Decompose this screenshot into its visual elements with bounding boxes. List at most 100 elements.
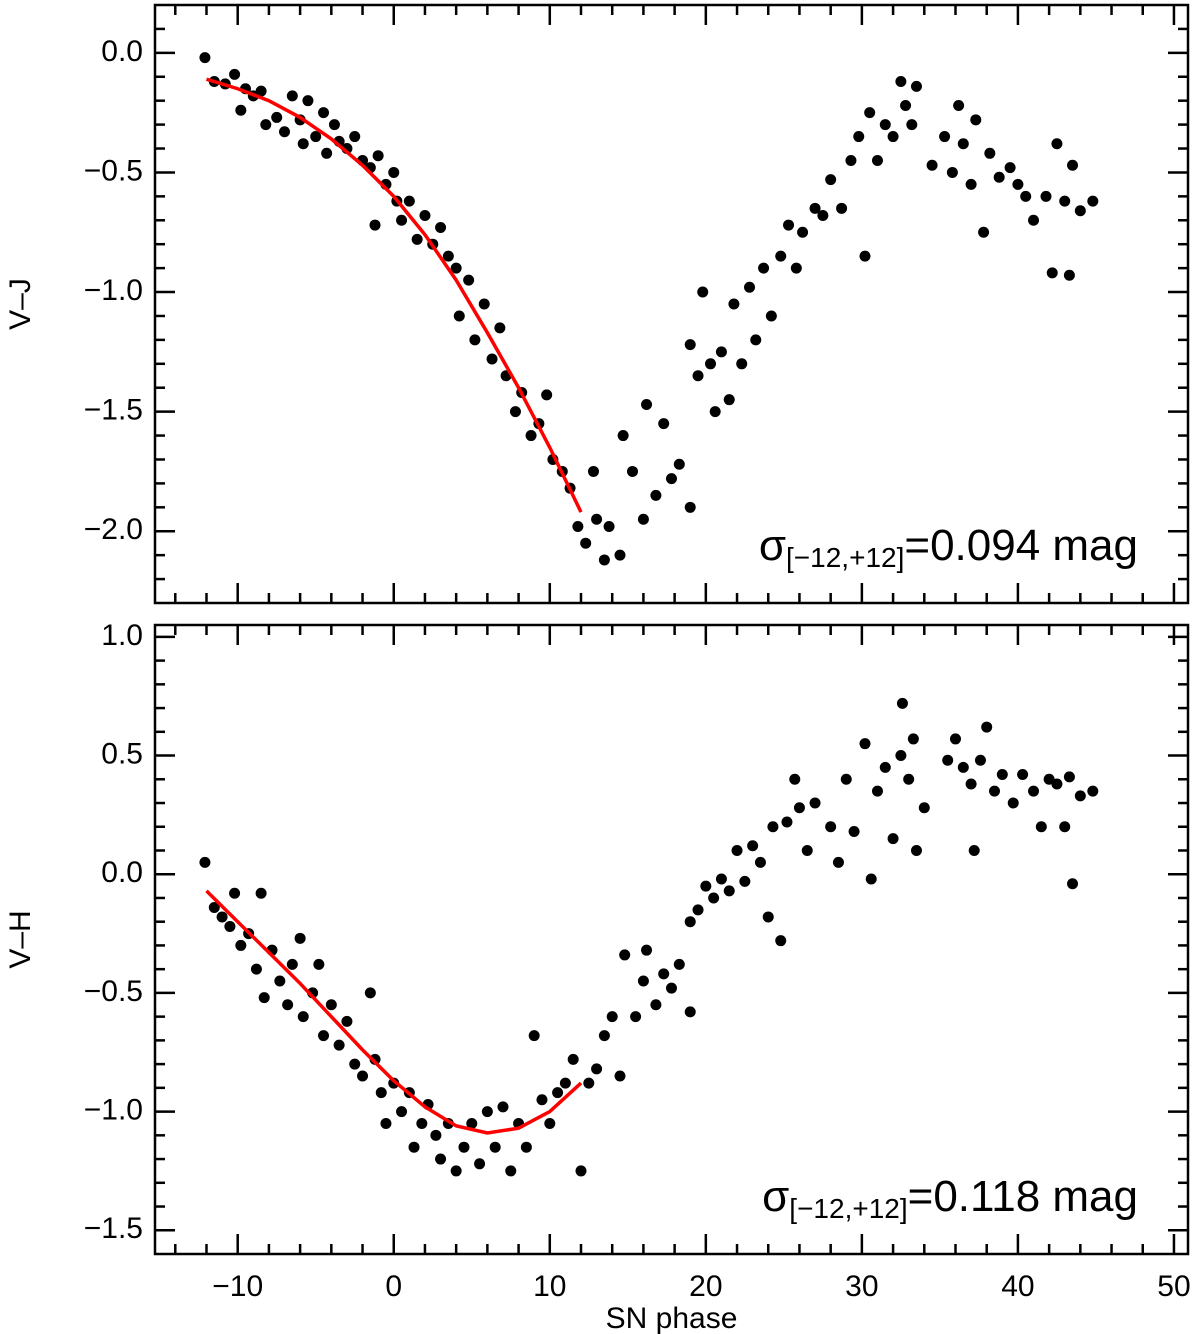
data-point <box>781 816 793 828</box>
data-point <box>430 1129 442 1141</box>
data-point <box>489 1141 501 1153</box>
y-tick-label: 0.5 <box>101 737 143 770</box>
data-point <box>369 1053 381 1065</box>
data-point <box>758 262 770 274</box>
data-point <box>567 1053 579 1065</box>
data-point <box>1028 785 1040 797</box>
data-point <box>926 159 938 171</box>
data-point <box>658 418 670 430</box>
y-tick-label: −0.5 <box>84 975 143 1008</box>
x-tick-label: 0 <box>385 1270 402 1303</box>
data-point <box>450 1165 462 1177</box>
data-point <box>1046 267 1058 279</box>
data-point <box>411 233 423 245</box>
data-point <box>775 250 787 262</box>
fit-line <box>205 77 583 513</box>
data-point <box>536 1094 548 1106</box>
data-point <box>871 785 883 797</box>
data-point <box>478 298 490 310</box>
data-point <box>775 935 787 947</box>
data-point <box>279 126 291 138</box>
data-point <box>871 154 883 166</box>
data-point <box>946 166 958 178</box>
data-point <box>474 1158 486 1170</box>
data-point <box>731 844 743 856</box>
data-point <box>255 85 267 97</box>
x-axis-label: SN phase <box>606 1302 738 1334</box>
data-point <box>369 219 381 231</box>
data-point <box>617 430 629 442</box>
data-point <box>494 322 506 334</box>
data-point <box>341 1015 353 1027</box>
data-point <box>250 963 262 975</box>
data-point <box>658 968 670 980</box>
annotation-subscript: [−12,+12] <box>789 1193 907 1224</box>
data-point <box>294 932 306 944</box>
data-point <box>505 1165 517 1177</box>
data-point <box>957 761 969 773</box>
data-point <box>1067 878 1079 890</box>
data-point <box>626 465 638 477</box>
data-point <box>416 1117 428 1129</box>
data-point <box>896 697 908 709</box>
data-point <box>388 166 400 178</box>
data-point <box>364 987 376 999</box>
x-tick-label: 30 <box>845 1270 878 1303</box>
data-point <box>497 1101 509 1113</box>
x-tick-label: −10 <box>212 1270 263 1303</box>
data-point <box>559 1077 571 1089</box>
data-point <box>318 107 330 119</box>
data-point <box>1087 195 1099 207</box>
data-point <box>641 944 653 956</box>
data-point <box>700 880 712 892</box>
data-point <box>357 1070 369 1082</box>
data-point <box>750 334 762 346</box>
data-point <box>255 887 267 899</box>
data-point <box>466 1117 478 1129</box>
data-point <box>879 761 891 773</box>
data-point <box>887 131 899 143</box>
annotation-subscript: [−12,+12] <box>786 542 904 573</box>
data-point <box>895 750 907 762</box>
data-point <box>989 785 1001 797</box>
data-point <box>1074 205 1086 217</box>
data-point <box>525 430 537 442</box>
data-point <box>572 520 584 532</box>
data-point <box>1012 178 1024 190</box>
data-point <box>728 298 740 310</box>
y-tick-label: −1.0 <box>84 274 143 307</box>
data-point <box>587 465 599 477</box>
data-point <box>199 52 211 64</box>
data-point <box>853 131 865 143</box>
data-point <box>993 171 1005 183</box>
data-point <box>825 174 837 186</box>
data-point <box>614 1070 626 1082</box>
data-point <box>637 513 649 525</box>
data-point <box>895 76 907 88</box>
data-point <box>865 873 877 885</box>
data-point <box>1059 821 1071 833</box>
data-point <box>673 958 685 970</box>
data-point <box>403 195 415 207</box>
data-point <box>723 885 735 897</box>
y-axis-label: V–H <box>4 910 37 968</box>
data-point <box>666 982 677 994</box>
data-point <box>375 1087 387 1099</box>
data-point <box>419 209 431 221</box>
data-point <box>528 1030 540 1042</box>
data-point <box>840 773 852 785</box>
data-point <box>380 1117 392 1129</box>
data-point <box>1051 138 1063 150</box>
data-point <box>544 1117 556 1129</box>
data-point <box>318 1030 330 1042</box>
data-point <box>1059 195 1071 207</box>
data-point <box>591 513 603 525</box>
data-point <box>910 844 922 856</box>
data-point <box>614 549 626 561</box>
data-point <box>942 754 954 766</box>
data-point <box>333 1039 345 1051</box>
annotation-symbol: σ <box>762 1172 789 1221</box>
data-point <box>282 999 294 1011</box>
data-point <box>598 554 610 566</box>
